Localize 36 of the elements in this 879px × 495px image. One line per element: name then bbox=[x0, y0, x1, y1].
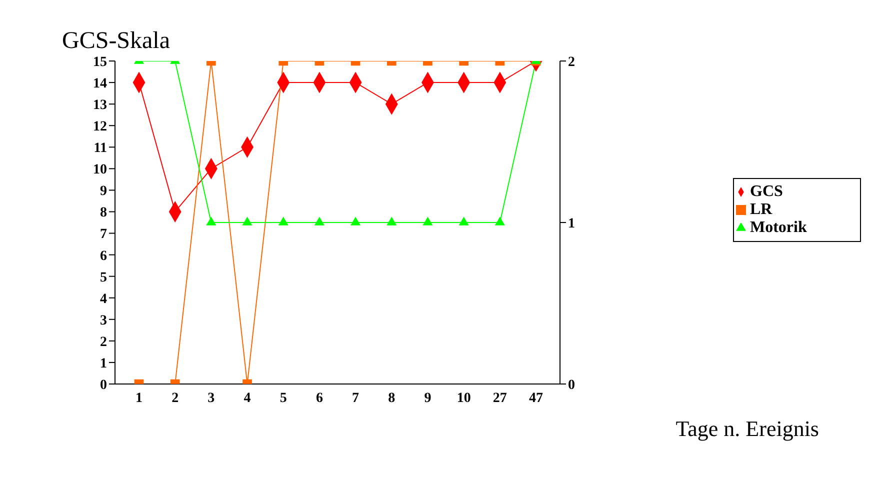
y-tick-label: 13 bbox=[93, 98, 107, 114]
x-tick-label: 3 bbox=[208, 390, 215, 406]
y-tick-label: 7 bbox=[100, 227, 107, 242]
y-tick-label: 9 bbox=[100, 184, 107, 200]
y-tick-label: 0 bbox=[100, 378, 107, 393]
chart-title: GCS-Skala bbox=[62, 28, 170, 55]
x-tick-label: 2 bbox=[172, 390, 179, 406]
x-axis-title: Tage n. Ereignis bbox=[676, 416, 819, 442]
y-tick-label: 3 bbox=[100, 313, 107, 328]
y2-tick-label: 2 bbox=[568, 54, 575, 70]
y-tick-label: 11 bbox=[94, 141, 107, 156]
x-tick-label: 8 bbox=[388, 390, 396, 406]
y-tick-label: 2 bbox=[100, 334, 107, 350]
x-tick-label: 27 bbox=[492, 390, 507, 406]
y-tick-label: 5 bbox=[100, 270, 107, 286]
x-tick-label: 4 bbox=[244, 390, 251, 406]
y-tick-label: 14 bbox=[93, 76, 107, 92]
y-tick-label: 4 bbox=[100, 292, 107, 307]
y-tick-label: 10 bbox=[93, 162, 107, 178]
x-tick-label: 1 bbox=[136, 390, 142, 406]
y-tick-label: 12 bbox=[93, 120, 107, 135]
x-tick-label: 5 bbox=[280, 390, 287, 406]
y-tick-label: 15 bbox=[93, 54, 107, 70]
x-tick-label: 7 bbox=[352, 390, 360, 406]
y2-tick-label: 1 bbox=[568, 216, 575, 232]
x-tick-label: 9 bbox=[424, 390, 432, 406]
legend-label: GCS bbox=[750, 183, 783, 200]
legend-label: Motorik bbox=[750, 219, 807, 236]
y2-tick-label: 0 bbox=[568, 378, 575, 393]
y-tick-label: 6 bbox=[100, 248, 107, 264]
y-tick-label: 8 bbox=[100, 206, 107, 221]
x-tick-label: 6 bbox=[316, 390, 323, 406]
x-tick-label: 10 bbox=[456, 390, 471, 406]
x-tick-label: 47 bbox=[529, 390, 543, 406]
y-tick-label: 1 bbox=[100, 356, 107, 372]
legend-label: LR bbox=[750, 201, 772, 218]
